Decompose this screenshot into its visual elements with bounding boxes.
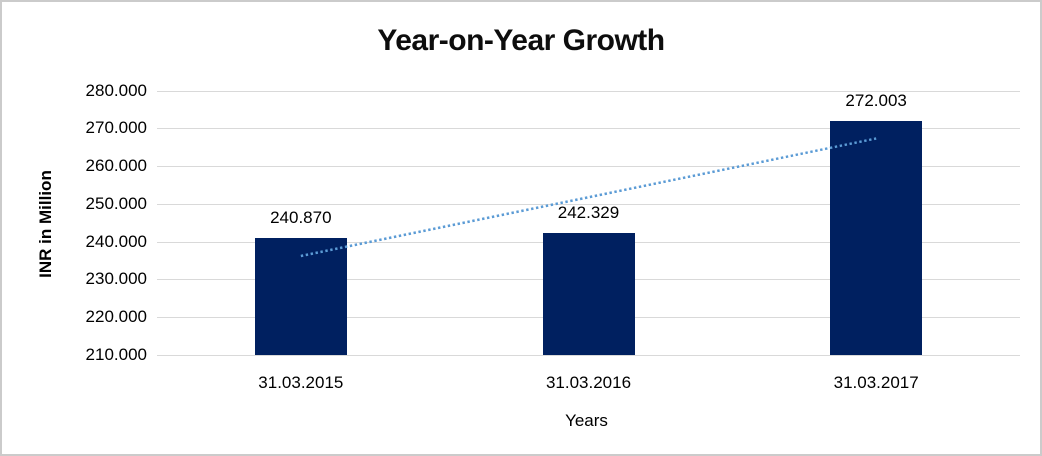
y-tick-label: 260.000 (85, 156, 147, 176)
bar (830, 120, 923, 355)
y-tick-label: 240.000 (85, 231, 147, 251)
y-tick-label: 210.000 (85, 345, 147, 364)
bar (254, 238, 347, 355)
y-tick-label: 250.000 (85, 193, 147, 213)
x-category-label: 31.03.2016 (545, 373, 632, 392)
bar (542, 232, 635, 355)
gridline (157, 90, 1020, 92)
bar-value-label: 272.003 (845, 90, 907, 110)
y-tick-label: 270.000 (85, 118, 147, 138)
x-category-label: 31.03.2017 (833, 373, 919, 392)
bar-value-label: 240.870 (270, 208, 332, 228)
gridline (157, 355, 1020, 356)
y-tick-label: 220.000 (85, 307, 147, 327)
x-category-label: 31.03.2015 (258, 373, 344, 392)
y-axis-title: INR in Million (36, 170, 55, 278)
y-tick-label: 280.000 (85, 80, 147, 100)
gridline (157, 128, 1020, 130)
chart-title: Year-on-Year Growth (377, 24, 665, 57)
y-tick-label: 230.000 (85, 269, 147, 289)
bar-value-label: 242.329 (557, 202, 620, 222)
x-axis-title: Years (565, 411, 608, 430)
